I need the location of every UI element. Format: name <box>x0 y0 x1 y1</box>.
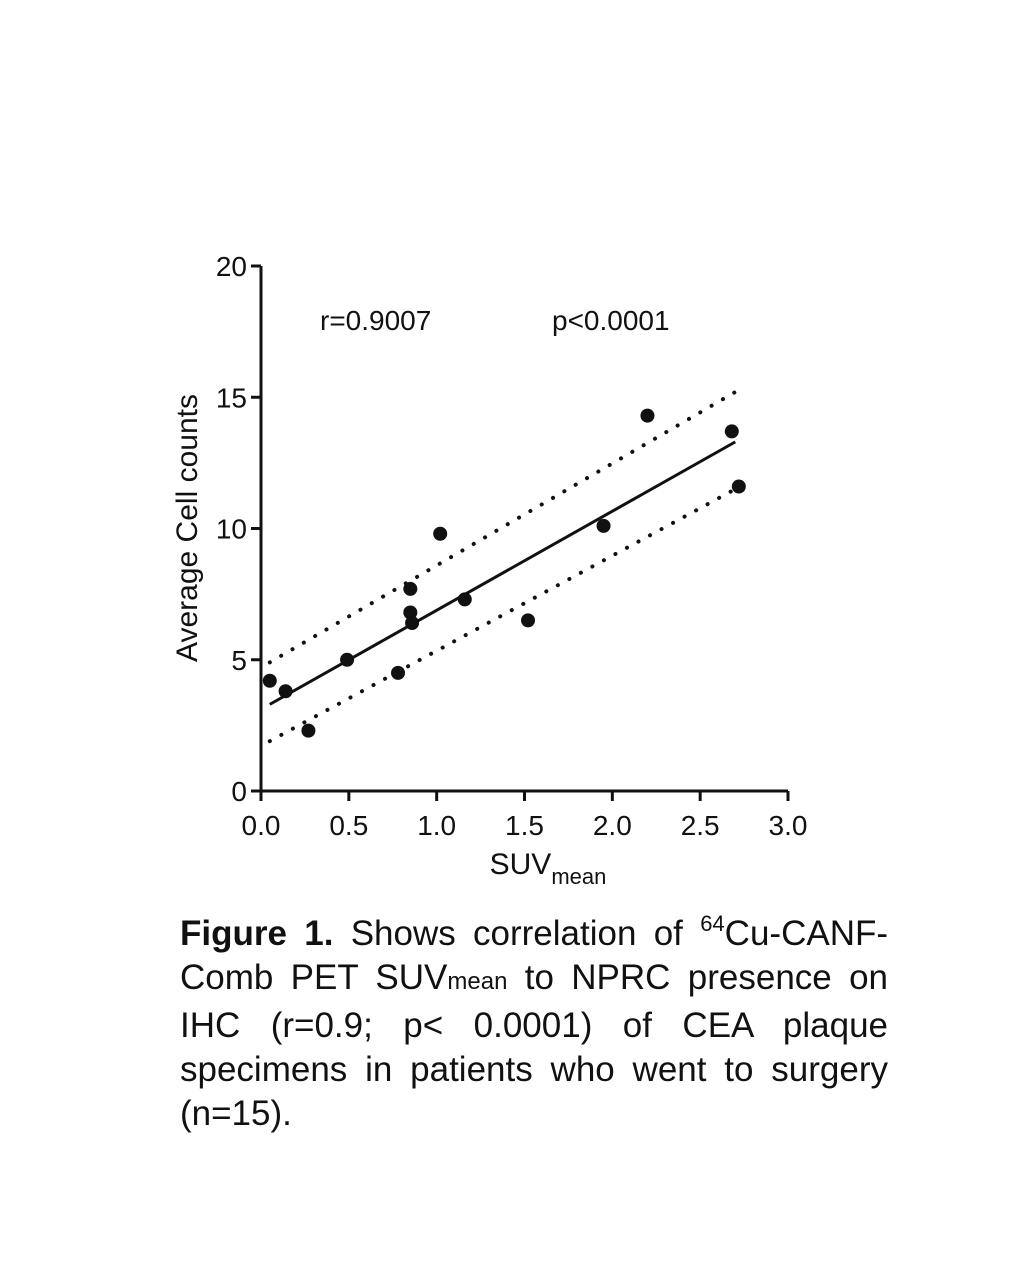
caption-subscript: mean <box>447 968 508 995</box>
regression-line <box>269 440 737 706</box>
data-point <box>301 723 316 738</box>
data-point <box>403 581 418 596</box>
x-tick-label: 2.5 <box>681 810 720 841</box>
y-tick-label: 10 <box>216 514 247 545</box>
y-tick-label: 0 <box>231 776 247 807</box>
data-point <box>521 613 536 628</box>
x-tick-label: 1.5 <box>505 810 544 841</box>
caption-text-3: to NPRC presence on IHC (r=0.9; p< 0.000… <box>180 958 888 1133</box>
y-tick-label: 5 <box>231 645 247 676</box>
x-tick-label: 0.0 <box>242 810 281 841</box>
data-point <box>640 408 655 423</box>
data-point <box>262 673 277 688</box>
x-axis-title-sub: mean <box>551 864 606 889</box>
x-tick-label: 0.5 <box>329 810 368 841</box>
chart-ticks: 0.0 0.5 1.0 1.5 2.0 2.5 3.0 0 5 10 15 20 <box>216 251 808 841</box>
data-point <box>278 684 293 699</box>
y-tick-label: 20 <box>216 251 247 282</box>
annotation-r: r=0.9007 <box>320 305 431 336</box>
data-point <box>391 665 406 680</box>
figure-caption: Figure 1. Shows correlation of 64Cu-CANF… <box>180 912 888 1136</box>
x-axis-title: SUVmean <box>490 848 607 889</box>
data-points <box>262 408 746 738</box>
caption-superscript: 64 <box>700 911 725 936</box>
annotation-p: p<0.0001 <box>552 305 670 336</box>
y-axis-title: Average Cell counts <box>171 394 204 662</box>
data-point <box>731 479 746 494</box>
x-tick-label: 3.0 <box>769 810 808 841</box>
x-tick-label: 2.0 <box>593 810 632 841</box>
data-point <box>403 605 418 620</box>
ci-upper-line <box>267 390 738 665</box>
data-point <box>596 518 611 533</box>
regression-line-group <box>269 440 737 706</box>
caption-text-2: Cu-CANF-Comb PET SUV <box>180 914 888 997</box>
data-point <box>433 526 448 541</box>
caption-label: Figure 1. <box>180 914 334 953</box>
x-axis-title-main: SUV <box>490 848 552 881</box>
data-point <box>457 592 472 607</box>
data-point <box>724 424 739 439</box>
caption-text-1: Shows correlation of <box>333 914 701 953</box>
confidence-bands <box>267 390 738 744</box>
data-point <box>340 652 355 667</box>
ci-lower-line <box>267 487 738 744</box>
x-tick-label: 1.0 <box>417 810 456 841</box>
y-tick-label: 15 <box>216 382 247 413</box>
chart-axes <box>259 266 788 793</box>
data-point <box>405 616 420 630</box>
